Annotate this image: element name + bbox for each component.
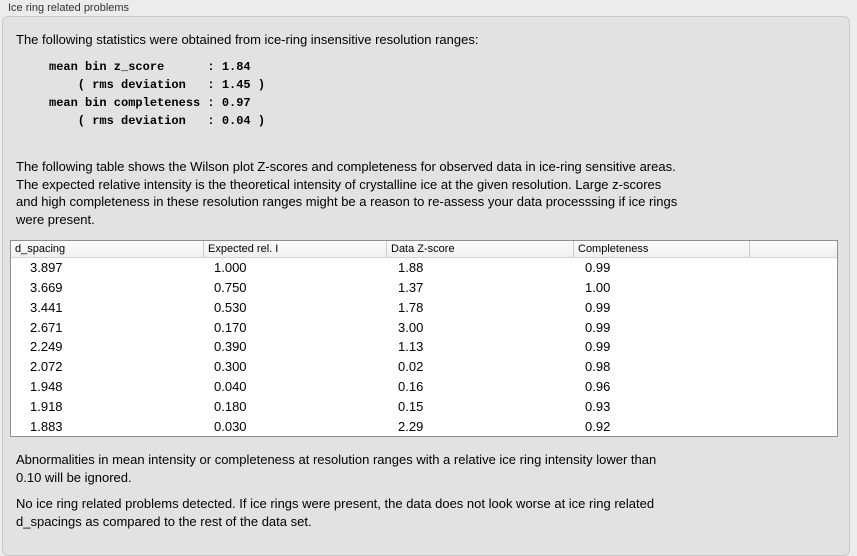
table-cell: 0.390 — [214, 339, 247, 355]
table-cell: 1.13 — [398, 339, 424, 355]
table-cell: 0.99 — [585, 319, 611, 335]
table-cell: 0.99 — [585, 299, 611, 315]
table-row[interactable]: 1.918 0.180 0.15 0.93 — [11, 396, 837, 416]
table-cell: 0.16 — [398, 378, 424, 394]
column-header-data-z-score[interactable]: Data Z-score — [387, 241, 574, 257]
table-row[interactable]: 3.441 0.530 1.78 0.99 — [11, 298, 837, 318]
table-cell: 1.948 — [30, 378, 63, 394]
table-cell: 0.02 — [398, 359, 424, 375]
column-header-d-spacing[interactable]: d_spacing — [11, 241, 204, 257]
table-row[interactable]: 3.897 1.000 1.88 0.99 — [11, 258, 837, 278]
table-row[interactable]: 1.883 0.030 2.29 0.92 — [11, 416, 837, 436]
column-header-empty — [750, 241, 837, 257]
table-cell: 0.98 — [585, 359, 611, 375]
table-cell: 1.37 — [398, 280, 424, 296]
ice-ring-table[interactable]: d_spacing Expected rel. I Data Z-score C… — [10, 240, 838, 437]
column-header-completeness[interactable]: Completeness — [574, 241, 750, 257]
table-cell: 0.170 — [214, 319, 247, 335]
table-cell: 0.92 — [585, 418, 611, 434]
table-cell: 0.99 — [585, 260, 611, 276]
table-cell: 3.441 — [30, 299, 63, 315]
table-header-row: d_spacing Expected rel. I Data Z-score C… — [11, 241, 837, 258]
table-cell: 0.030 — [214, 418, 247, 434]
table-cell: 1.78 — [398, 299, 424, 315]
table-cell: 3.897 — [30, 260, 63, 276]
table-cell: 1.00 — [585, 280, 611, 296]
table-row[interactable]: 3.669 0.750 1.37 1.00 — [11, 278, 837, 298]
table-cell: 2.249 — [30, 339, 63, 355]
table-cell: 2.29 — [398, 418, 424, 434]
ignore-note: Abnormalities in mean intensity or compl… — [16, 452, 657, 485]
table-cell: 0.040 — [214, 378, 247, 394]
table-cell: 0.93 — [585, 398, 611, 414]
table-cell: 3.669 — [30, 280, 63, 296]
table-cell: 0.15 — [398, 398, 424, 414]
conclusion-text: No ice ring related problems detected. I… — [16, 496, 655, 529]
table-cell: 1.918 — [30, 398, 63, 414]
table-cell: 3.00 — [398, 319, 424, 335]
table-description: The following table shows the Wilson plo… — [16, 159, 678, 227]
table-cell: 0.96 — [585, 378, 611, 394]
column-header-expected-rel-i[interactable]: Expected rel. I — [204, 241, 387, 257]
table-cell: 1.88 — [398, 260, 424, 276]
table-row[interactable]: 2.249 0.390 1.13 0.99 — [11, 337, 837, 357]
intro-text: The following statistics were obtained f… — [16, 32, 479, 47]
table-row[interactable]: 2.671 0.170 3.00 0.99 — [11, 317, 837, 337]
table-cell: 1.883 — [30, 418, 63, 434]
table-cell: 1.000 — [214, 260, 247, 276]
table-body: 3.897 1.000 1.88 0.99 3.669 0.750 1.37 1.00 3.44… — [11, 258, 837, 436]
table-row[interactable]: 1.948 0.040 0.16 0.96 — [11, 377, 837, 397]
table-cell: 0.750 — [214, 280, 247, 296]
table-cell: 0.300 — [214, 359, 247, 375]
group-box-label: Ice ring related problems — [8, 2, 130, 14]
table-cell: 0.180 — [214, 398, 247, 414]
table-row[interactable]: 2.072 0.300 0.02 0.98 — [11, 357, 837, 377]
table-cell: 2.072 — [30, 359, 63, 375]
table-cell: 0.99 — [585, 339, 611, 355]
table-cell: 0.530 — [214, 299, 247, 315]
table-cell: 2.671 — [30, 319, 63, 335]
ice-ring-panel: The following statistics were obtained f… — [2, 16, 850, 556]
stats-block: mean bin z_score : 1.84 ( rms deviation … — [49, 60, 266, 128]
